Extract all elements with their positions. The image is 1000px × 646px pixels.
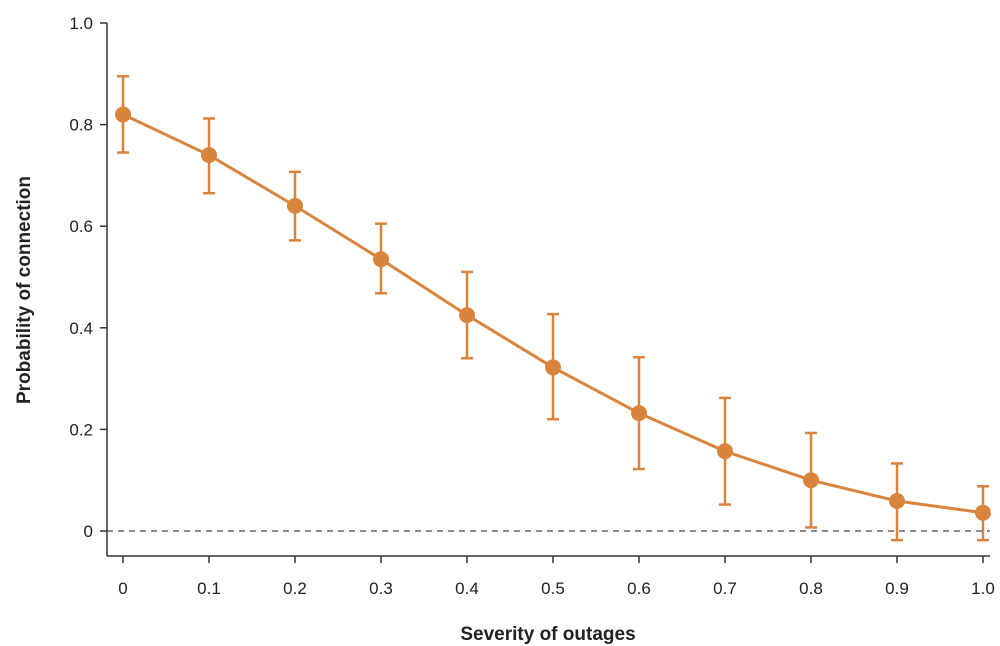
data-point [631, 405, 647, 422]
y-tick-label: 1.0 [69, 14, 93, 33]
data-point [287, 197, 303, 214]
y-tick-label: 0.6 [69, 217, 93, 236]
data-point [889, 493, 905, 510]
x-tick-label: 0.3 [369, 579, 393, 598]
data-point [201, 147, 217, 164]
x-tick-label: 0.4 [455, 579, 479, 598]
data-point [115, 106, 131, 123]
data-point [717, 443, 733, 460]
x-tick-label: 0.9 [885, 579, 909, 598]
plot-area [115, 75, 991, 542]
y-tick-label: 0.4 [69, 319, 93, 338]
error-bars [117, 75, 989, 542]
y-tick-label: 0.2 [69, 420, 93, 439]
data-points [115, 106, 991, 521]
x-tick-label: 0.2 [283, 579, 307, 598]
x-tick-label: 0 [118, 579, 127, 598]
data-point [373, 251, 389, 268]
x-axis-title: Severity of outages [460, 624, 635, 645]
x-tick-label: 0.1 [197, 579, 221, 598]
x-tick-label: 0.6 [627, 579, 651, 598]
y-ticks: 0 0.2 0.4 0.6 0.8 1.0 [69, 14, 107, 541]
x-tick-label: 0.8 [799, 579, 823, 598]
data-point [545, 359, 561, 376]
data-point [975, 504, 991, 521]
x-tick-label: 0.5 [541, 579, 565, 598]
axes: 00.20.40.60.81.0 0 0.1 0.2 0.3 0.4 0.5 0.6 0.7 0… [69, 14, 994, 598]
y-tick-label: 0 [84, 522, 93, 541]
data-point [803, 472, 819, 489]
x-tick-label: 0.7 [713, 579, 737, 598]
x-tick-label: 1.0 [971, 579, 995, 598]
data-point [459, 307, 475, 324]
y-axis-title: Probability of connection [14, 176, 35, 404]
x-ticks: 0 0.1 0.2 0.3 0.4 0.5 0.6 0.7 0.8 0.9 1.0 [118, 556, 995, 598]
y-tick-label: 0.8 [69, 116, 93, 135]
